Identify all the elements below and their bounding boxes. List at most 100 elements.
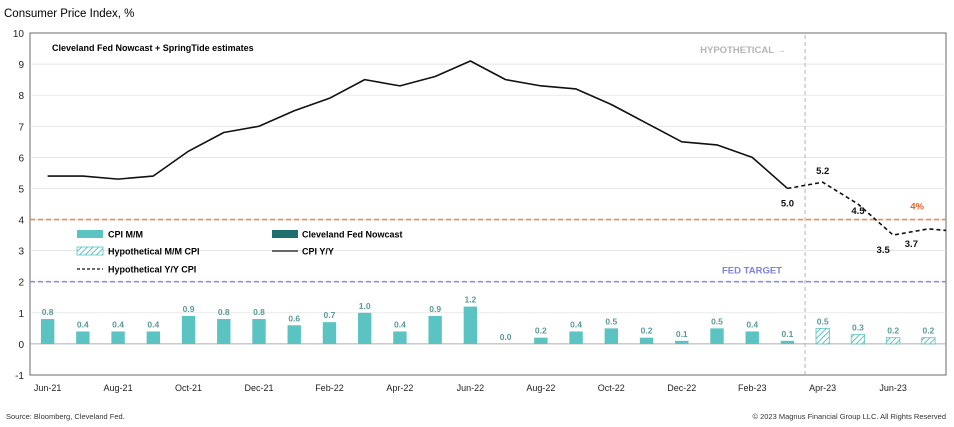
x-tick-label: Oct-22	[598, 383, 625, 393]
cpi-yy-line	[47, 60, 788, 190]
cpi-mm-label: 0.7	[324, 310, 336, 320]
cpi-mm-bar	[252, 319, 266, 344]
cpi-mm-label: 1.0	[359, 301, 371, 311]
y-tick-label: 2	[18, 278, 24, 289]
copyright-note: © 2023 Magnus Financial Group LLC. All R…	[752, 412, 946, 421]
x-tick-label: Feb-23	[738, 383, 767, 393]
cpi-mm-bar	[76, 331, 90, 344]
legend-swatch-hyp-mm	[76, 246, 104, 256]
page-title: Consumer Price Index, %	[4, 8, 134, 20]
source-note: Source: Bloomberg, Cleveland Fed.	[6, 412, 125, 421]
x-tick-label: Apr-22	[386, 383, 413, 393]
mm-bars: 0.8 0.4 0.4 0.4 0.9 0.8 0.8 0.6 0.7 1.0 0.4 0.9 1.2 0…	[40, 295, 936, 345]
hyp-mm-label: 0.3	[852, 323, 864, 333]
y-tick-label: 3	[18, 247, 24, 258]
cpi-mm-bar	[639, 337, 654, 344]
cpi-mm-label: 0.0	[500, 332, 512, 342]
cpi-mm-bar	[745, 331, 759, 344]
cpi-mm-label: 0.9	[183, 304, 195, 314]
cpi-mm-label: 0.5	[605, 316, 617, 326]
hyp-mm-label: 0.2	[922, 326, 934, 336]
x-tick-label: Apr-23	[809, 383, 836, 393]
yy-annotation: 5.0	[781, 198, 794, 209]
legend-swatch-nowcast	[272, 230, 298, 238]
cpi-mm-label: 0.1	[782, 329, 794, 339]
x-tick-label: Feb-22	[315, 383, 344, 393]
x-axis: Jun-21 Aug-21 Oct-21 Dec-21 Feb-22 Apr-22 Jun-…	[34, 383, 907, 393]
annotations: 5.0 5.2 4.5 3.5 3.7	[781, 166, 918, 256]
cpi-mm-label: 0.8	[42, 307, 54, 317]
y-tick-label: 9	[18, 60, 24, 71]
cpi-mm-label: 0.2	[535, 326, 547, 336]
y-tick-label: 4	[18, 216, 24, 227]
cpi-mm-bar	[217, 319, 231, 344]
cpi-mm-bar	[40, 319, 55, 344]
cpi-mm-bar	[146, 331, 161, 344]
x-tick-label: Jun-23	[879, 383, 907, 393]
yy-annotation: 4.5	[851, 206, 865, 217]
cpi-mm-bar	[534, 337, 548, 344]
cpi-mm-bar	[463, 306, 478, 344]
cpi-mm-label: 0.8	[253, 307, 265, 317]
fed-target-label: FED TARGET	[722, 266, 782, 277]
x-tick-label: Oct-21	[175, 383, 202, 393]
legend: CPI M/M Cleveland Fed Nowcast Hypothetic…	[76, 230, 403, 275]
y-tick-label: 5	[18, 184, 24, 195]
x-tick-label: Aug-21	[104, 383, 133, 393]
legend-nowcast: Cleveland Fed Nowcast	[302, 230, 403, 240]
hyp-mm-bar	[921, 337, 936, 345]
y-axis: -1 0 1 2 3 4 5 6 7 8 9 10	[13, 29, 25, 382]
hyp-mm-label: 0.2	[887, 326, 899, 336]
cpi-mm-bar	[393, 331, 407, 344]
y-tick-label: -1	[15, 371, 24, 382]
cpi-mm-label: 0.2	[641, 326, 653, 336]
yy-lines	[47, 60, 947, 236]
legend-cpi-yy: CPI Y/Y	[302, 247, 334, 257]
cpi-mm-label: 0.4	[394, 319, 406, 329]
cpi-mm-label: 1.2	[464, 295, 476, 305]
chart-subtitle: Cleveland Fed Nowcast + SpringTide estim…	[52, 43, 254, 53]
cpi-mm-label: 0.4	[77, 319, 89, 329]
y-tick-label: 1	[18, 309, 24, 320]
cpi-mm-label: 0.5	[711, 316, 723, 326]
cpi-mm-bar	[569, 331, 583, 344]
cpi-mm-bar	[287, 325, 301, 344]
hyp-mm-bar	[886, 337, 901, 345]
yy-annotation: 3.5	[877, 245, 891, 256]
y-tick-label: 0	[18, 340, 24, 351]
cpi-mm-label: 0.4	[147, 319, 159, 329]
plot-frame	[29, 32, 947, 376]
legend-cpi-mm: CPI M/M	[108, 230, 143, 240]
cpi-mm-label: 0.9	[429, 304, 441, 314]
legend-hyp-yy: Hypothetical Y/Y CPI	[108, 265, 196, 275]
cpi-mm-bar	[322, 322, 337, 344]
cpi-mm-label: 0.4	[112, 319, 124, 329]
y-tick-label: 8	[18, 91, 24, 102]
cpi-mm-label: 0.4	[570, 319, 582, 329]
grid	[30, 63, 946, 345]
hypothetical-label: HYPOTHETICAL →	[700, 45, 786, 56]
cpi-mm-label: 0.8	[218, 307, 230, 317]
y-tick-label: 10	[13, 29, 25, 40]
cpi-mm-bar	[675, 340, 689, 344]
legend-swatch-cpi-mm	[77, 230, 103, 238]
hyp-mm-bar	[850, 334, 866, 345]
y-tick-label: 7	[18, 122, 24, 133]
cpi-mm-bar	[357, 312, 372, 344]
cpi-mm-bar	[428, 315, 442, 344]
yy-annotation: 3.7	[905, 239, 918, 250]
x-tick-label: Jun-21	[34, 383, 62, 393]
x-tick-label: Dec-21	[244, 383, 273, 393]
y-tick-label: 6	[18, 153, 24, 164]
legend-hyp-mm: Hypothetical M/M CPI	[108, 247, 200, 257]
hyp-mm-bar	[815, 327, 830, 345]
x-tick-label: Dec-22	[667, 383, 696, 393]
cpi-mm-bar	[604, 328, 619, 344]
x-tick-label: Aug-22	[526, 383, 555, 393]
cpi-mm-label: 0.1	[676, 329, 688, 339]
hyp-mm-label: 0.5	[817, 316, 829, 326]
yy-annotation: 5.2	[816, 166, 829, 177]
target-4pct-label: 4%	[910, 202, 924, 213]
x-tick-label: Jun-22	[457, 383, 485, 393]
